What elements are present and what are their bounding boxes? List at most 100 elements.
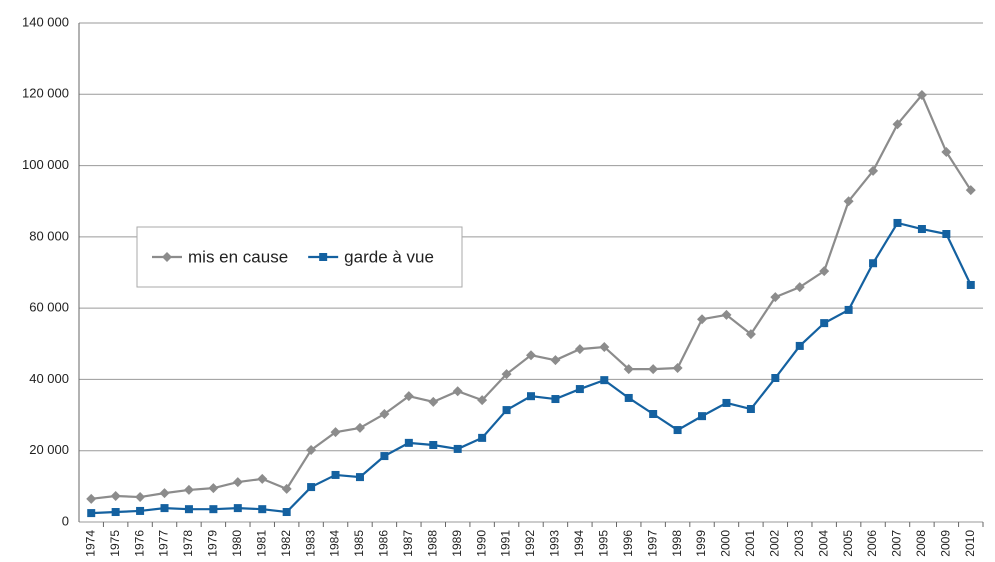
marker — [942, 230, 951, 239]
marker — [209, 505, 218, 514]
marker — [575, 385, 584, 394]
marker — [257, 473, 268, 484]
marker — [599, 341, 610, 352]
marker — [87, 509, 96, 518]
marker — [722, 398, 731, 407]
x-tick-label: 2008 — [914, 530, 928, 557]
marker — [282, 508, 291, 517]
marker — [600, 376, 609, 385]
x-tick-label: 1992 — [523, 530, 537, 557]
marker — [771, 374, 780, 383]
marker — [184, 505, 193, 514]
marker — [453, 444, 462, 453]
marker — [478, 433, 487, 442]
x-tick-label: 2004 — [816, 530, 830, 557]
y-tick-label: 40 000 — [29, 371, 69, 386]
marker — [673, 426, 682, 435]
marker — [795, 341, 804, 350]
marker — [319, 253, 328, 261]
marker — [86, 493, 97, 504]
y-tick-label: 0 — [62, 513, 69, 528]
marker — [892, 119, 903, 130]
marker — [404, 438, 413, 447]
legend-label: mis en cause — [188, 247, 288, 266]
marker — [452, 386, 463, 397]
marker — [330, 427, 341, 438]
x-tick-label: 1986 — [377, 530, 391, 557]
marker — [697, 314, 708, 325]
marker — [698, 412, 707, 421]
x-tick-label: 1993 — [548, 530, 562, 557]
marker — [869, 259, 878, 268]
marker — [624, 393, 633, 402]
x-tick-label: 2010 — [963, 530, 977, 557]
marker — [623, 364, 634, 375]
x-tick-label: 1999 — [694, 530, 708, 557]
marker — [232, 477, 243, 488]
marker — [746, 405, 755, 414]
marker — [355, 473, 364, 482]
marker — [916, 89, 927, 100]
marker — [649, 410, 658, 419]
marker — [208, 483, 219, 494]
marker — [502, 406, 511, 415]
marker — [110, 490, 121, 501]
marker — [501, 369, 512, 380]
x-tick-label: 1988 — [425, 530, 439, 557]
x-tick-label: 1996 — [621, 530, 635, 557]
legend-label: garde à vue — [344, 247, 434, 266]
y-tick-label: 140 000 — [22, 14, 69, 29]
x-tick-label: 1985 — [352, 530, 366, 557]
marker — [429, 441, 438, 450]
x-tick-label: 2003 — [792, 530, 806, 557]
x-tick-label: 2009 — [939, 530, 953, 557]
marker — [965, 185, 976, 196]
series-line — [91, 92, 972, 500]
x-tick-label: 1983 — [303, 530, 317, 557]
y-tick-label: 120 000 — [22, 86, 69, 101]
marker — [721, 309, 732, 320]
y-tick-label: 60 000 — [29, 300, 69, 315]
marker — [745, 329, 756, 340]
x-tick-label: 2006 — [865, 530, 879, 557]
x-tick-label: 1984 — [328, 530, 342, 557]
marker — [820, 319, 829, 328]
marker — [844, 305, 853, 314]
marker — [843, 196, 854, 207]
marker — [183, 484, 194, 495]
x-tick-label: 2000 — [719, 530, 733, 557]
marker — [159, 488, 170, 499]
x-tick-label: 1998 — [670, 530, 684, 557]
x-tick-label: 1977 — [157, 530, 171, 557]
marker — [868, 165, 879, 176]
marker — [380, 452, 389, 461]
marker — [379, 409, 390, 420]
y-tick-label: 80 000 — [29, 228, 69, 243]
marker — [526, 350, 536, 361]
marker — [111, 508, 120, 517]
x-tick-label: 1976 — [132, 530, 146, 557]
x-tick-label: 1989 — [450, 530, 464, 557]
marker — [941, 147, 952, 158]
marker — [136, 506, 145, 515]
x-tick-label: 1982 — [279, 530, 293, 557]
marker — [233, 504, 242, 513]
x-tick-label: 1994 — [572, 530, 586, 557]
x-tick-label: 1974 — [83, 530, 97, 557]
marker — [354, 422, 365, 433]
x-tick-label: 1991 — [499, 530, 513, 557]
marker — [477, 395, 488, 406]
marker — [672, 363, 683, 374]
x-tick-label: 1978 — [181, 530, 195, 557]
marker — [527, 392, 535, 401]
x-tick-label: 1979 — [206, 530, 220, 557]
marker — [893, 218, 902, 227]
marker — [574, 344, 585, 355]
y-tick-label: 100 000 — [22, 157, 69, 172]
marker — [819, 266, 830, 277]
x-tick-label: 2001 — [743, 530, 757, 557]
marker — [331, 470, 340, 479]
marker — [770, 292, 781, 303]
marker — [551, 395, 560, 404]
